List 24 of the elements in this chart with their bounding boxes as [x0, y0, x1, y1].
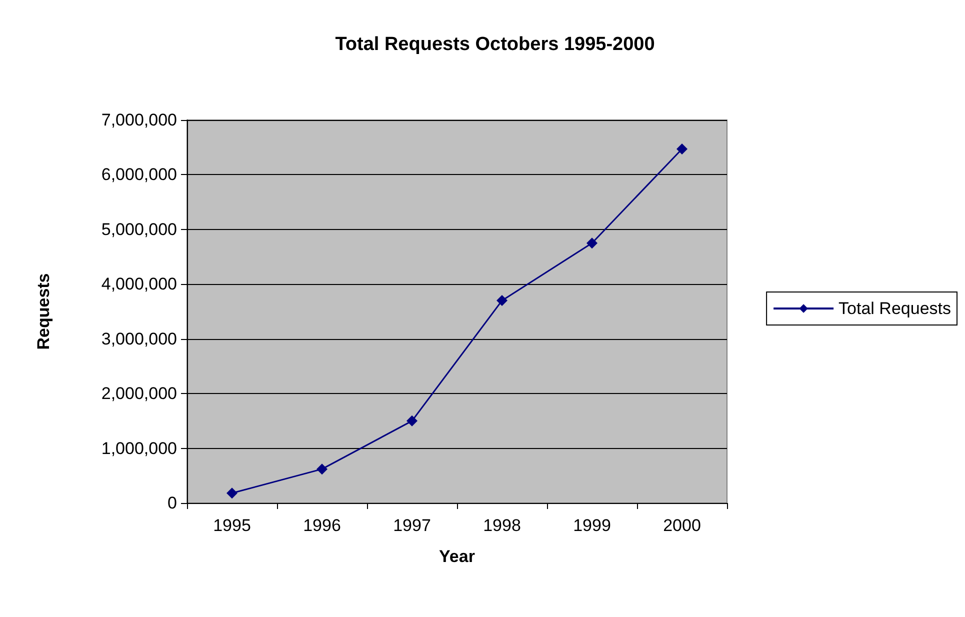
x-tick-label: 2000 — [663, 516, 701, 535]
y-tick-label: 3,000,000 — [101, 329, 177, 348]
point — [406, 415, 418, 426]
x-tick-label: 1999 — [573, 516, 611, 535]
chart-title: Total Requests Octobers 1995-2000 — [335, 34, 655, 55]
legend-label: Total Requests — [838, 299, 951, 318]
x-tick-label: 1996 — [303, 516, 341, 535]
point — [316, 464, 328, 475]
y-tick-label: 7,000,000 — [101, 110, 177, 130]
y-tick-label: 2,000,000 — [101, 384, 177, 404]
x-tick-label: 1998 — [483, 516, 521, 535]
point — [586, 238, 598, 249]
point — [226, 488, 238, 499]
point — [496, 295, 508, 306]
y-tick-label: 6,000,000 — [101, 165, 177, 184]
point — [676, 144, 688, 154]
y-tick-label: 5,000,000 — [101, 220, 177, 239]
y-tick-label: 4,000,000 — [101, 274, 177, 294]
y-tick-label: 1,000,000 — [101, 438, 177, 458]
y-axis-title: Requests — [34, 273, 53, 350]
x-tick-label: 1997 — [393, 516, 431, 535]
y-tick-label: 0 — [168, 494, 177, 512]
x-axis-title: Year — [439, 547, 476, 566]
x-tick-label: 1995 — [213, 516, 251, 535]
